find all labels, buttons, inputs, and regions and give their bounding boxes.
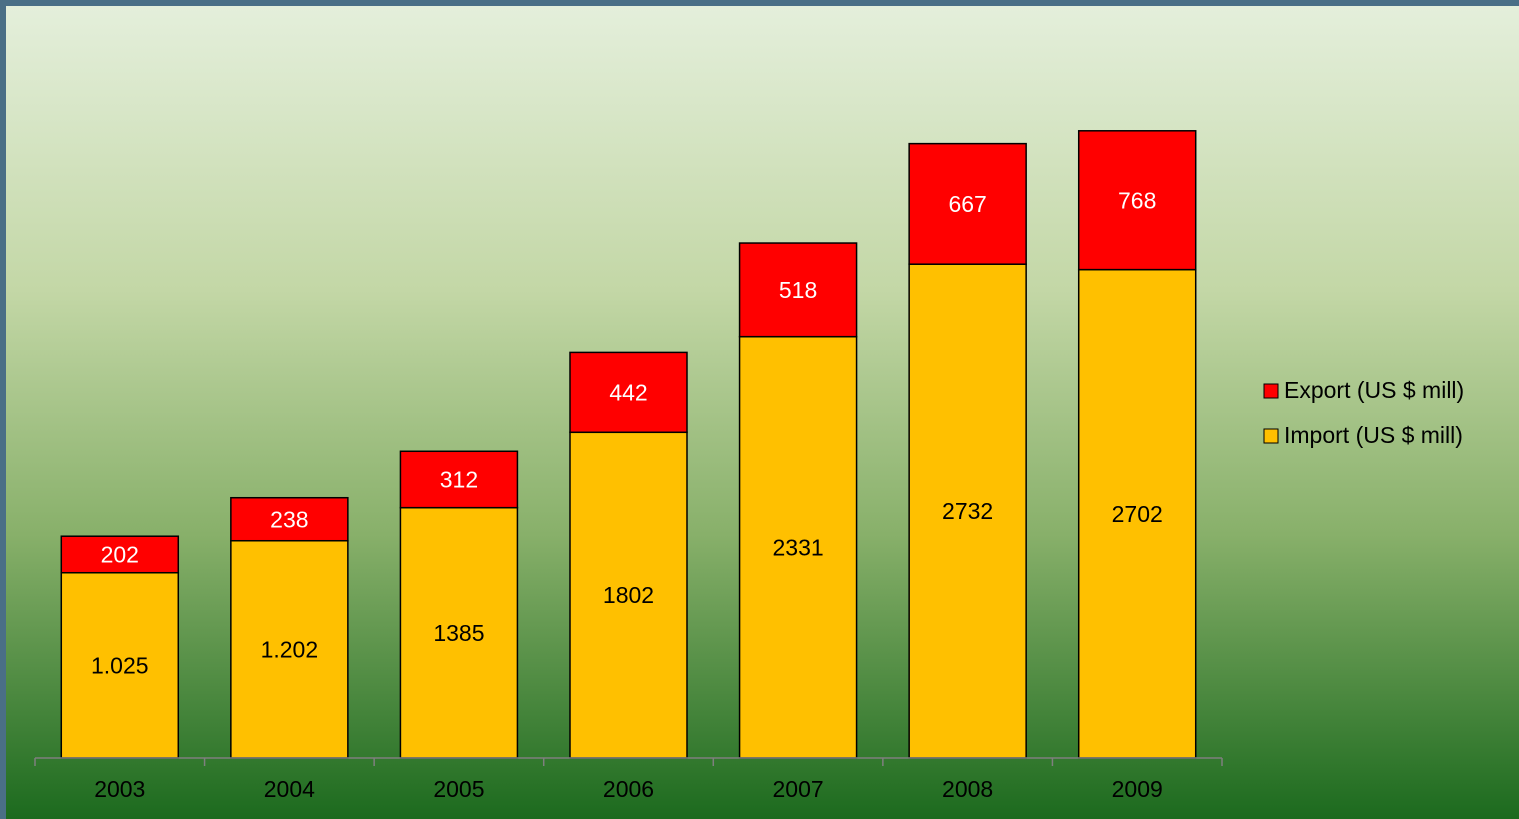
data-label: 1385 bbox=[433, 620, 484, 646]
x-tick-label: 2004 bbox=[264, 776, 315, 802]
data-label: 1802 bbox=[603, 582, 654, 608]
bar-segment bbox=[1077, 130, 1197, 271]
bar-segment bbox=[399, 450, 519, 509]
bar-segment bbox=[738, 242, 858, 338]
data-label: 202 bbox=[101, 542, 139, 568]
x-tick-label: 2008 bbox=[942, 776, 993, 802]
x-tick-label: 2003 bbox=[94, 776, 145, 802]
x-tick-label: 2005 bbox=[433, 776, 484, 802]
data-label: 1.202 bbox=[261, 636, 319, 662]
data-label: 518 bbox=[779, 277, 817, 303]
data-label: 2702 bbox=[1112, 501, 1163, 527]
bar-segment bbox=[569, 351, 688, 434]
data-label: 238 bbox=[270, 506, 308, 532]
data-label: 1.025 bbox=[91, 652, 149, 678]
data-label: 2331 bbox=[772, 534, 823, 560]
bar-segment bbox=[60, 535, 180, 574]
bar-segment bbox=[230, 496, 349, 542]
legend-label: Import (US $ mill) bbox=[1284, 422, 1463, 448]
data-label: 442 bbox=[609, 379, 647, 405]
data-label: 2732 bbox=[942, 498, 993, 524]
bar-segment bbox=[569, 431, 688, 759]
data-label: 768 bbox=[1118, 187, 1156, 213]
x-tick-label: 2006 bbox=[603, 776, 654, 802]
bar-segment bbox=[60, 571, 180, 759]
bar-segment bbox=[738, 335, 858, 759]
x-tick-label: 2009 bbox=[1112, 776, 1163, 802]
legend-label: Export (US $ mill) bbox=[1284, 377, 1464, 403]
data-label: 667 bbox=[948, 191, 986, 217]
legend-swatch bbox=[1263, 383, 1279, 399]
bar-segment bbox=[1077, 268, 1197, 759]
bar-segment bbox=[908, 142, 1027, 265]
legend-swatch bbox=[1263, 428, 1279, 444]
x-tick-label: 2007 bbox=[772, 776, 823, 802]
bar-segment bbox=[230, 539, 349, 759]
data-label: 312 bbox=[440, 467, 478, 493]
